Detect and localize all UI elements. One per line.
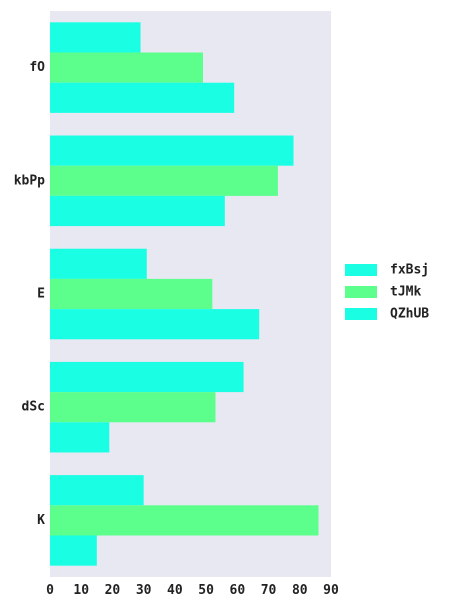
- bar-fxBsj-kbPp: [50, 135, 294, 166]
- x-tick-label: 0: [46, 583, 54, 598]
- x-axis-ticks: 0 10 20 30 40 50 60 70 80 90: [46, 583, 339, 598]
- bar-QZhUB-fO: [50, 82, 235, 113]
- bar-tJMk-K: [50, 505, 319, 536]
- x-tick-label: 30: [136, 583, 152, 598]
- legend-swatch-fxBsj: [345, 264, 377, 276]
- bar-tJMk-E: [50, 278, 213, 310]
- bar-fxBsj-K: [50, 475, 144, 506]
- bar-QZhUB-E: [50, 309, 260, 340]
- bar-fxBsj-E: [50, 248, 147, 279]
- legend-label: QZhUB: [390, 307, 429, 322]
- bar-QZhUB-dSc: [50, 422, 110, 453]
- legend-label: tJMk: [390, 285, 421, 300]
- x-tick-label: 50: [198, 583, 214, 598]
- category-label: E: [37, 287, 45, 302]
- category-label: K: [37, 513, 45, 528]
- category-label: kbPp: [14, 173, 45, 188]
- x-tick-label: 60: [230, 583, 246, 598]
- x-tick-label: 10: [73, 583, 89, 598]
- legend-label: fxBsj: [390, 263, 429, 278]
- category-label: dSc: [22, 400, 45, 415]
- bar-QZhUB-K: [50, 535, 97, 566]
- bar-fxBsj-dSc: [50, 361, 244, 393]
- bar-tJMk-kbPp: [50, 165, 278, 196]
- legend-swatch-QZhUB: [345, 308, 377, 320]
- bar-QZhUB-kbPp: [50, 195, 225, 227]
- legend-swatch-tJMk: [345, 286, 377, 298]
- category-label: fO: [29, 60, 45, 75]
- bar-fxBsj-fO: [50, 22, 141, 53]
- x-tick-label: 80: [292, 583, 308, 598]
- x-tick-label: 20: [105, 583, 121, 598]
- x-tick-label: 40: [167, 583, 183, 598]
- x-tick-label: 90: [323, 583, 339, 598]
- bars-group: [50, 22, 319, 566]
- bar-tJMk-fO: [50, 52, 203, 83]
- bar-tJMk-dSc: [50, 392, 216, 423]
- legend: fxBsj tJMk QZhUB: [345, 263, 429, 322]
- x-tick-label: 70: [261, 583, 277, 598]
